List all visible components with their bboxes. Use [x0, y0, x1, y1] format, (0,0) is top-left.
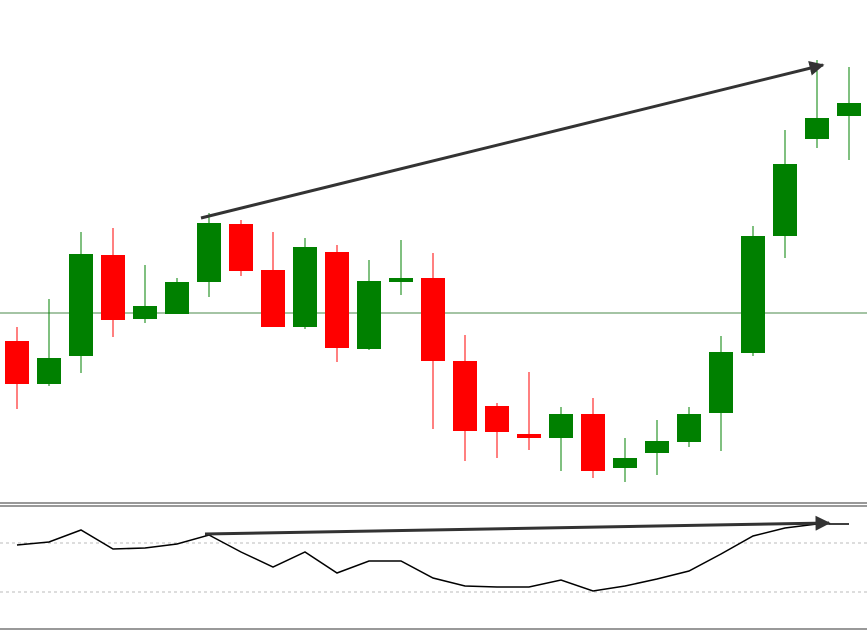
indicator-line: [16, 523, 849, 592]
candle-body: [165, 282, 189, 314]
candle-body: [133, 306, 157, 319]
candle-body: [485, 406, 509, 432]
candle-body: [581, 414, 605, 471]
trend-arrow: [204, 515, 831, 536]
candle-body: [101, 255, 125, 320]
candle-body: [677, 414, 701, 442]
candle-body: [645, 441, 669, 453]
candle-body: [69, 254, 93, 356]
candle-body: [197, 223, 221, 282]
candle-body: [805, 118, 829, 139]
candle-body: [453, 361, 477, 431]
candle-body: [773, 164, 797, 236]
candle-body: [421, 278, 445, 361]
candle-body: [325, 252, 349, 348]
candle-body: [261, 270, 285, 327]
candle-body: [613, 458, 637, 468]
candle-body: [37, 358, 61, 384]
candle-body: [229, 224, 253, 271]
candle-body: [517, 434, 541, 438]
price-panel: [0, 60, 867, 482]
candle-body: [709, 352, 733, 413]
candle-body: [357, 281, 381, 349]
candle-body: [837, 103, 861, 116]
trend-arrow: [200, 60, 825, 220]
candle-body: [389, 278, 413, 282]
candle-body: [549, 414, 573, 438]
candle-body: [293, 247, 317, 327]
candle-body: [5, 341, 29, 384]
indicator-panel: [0, 523, 867, 593]
candle-body: [741, 236, 765, 353]
